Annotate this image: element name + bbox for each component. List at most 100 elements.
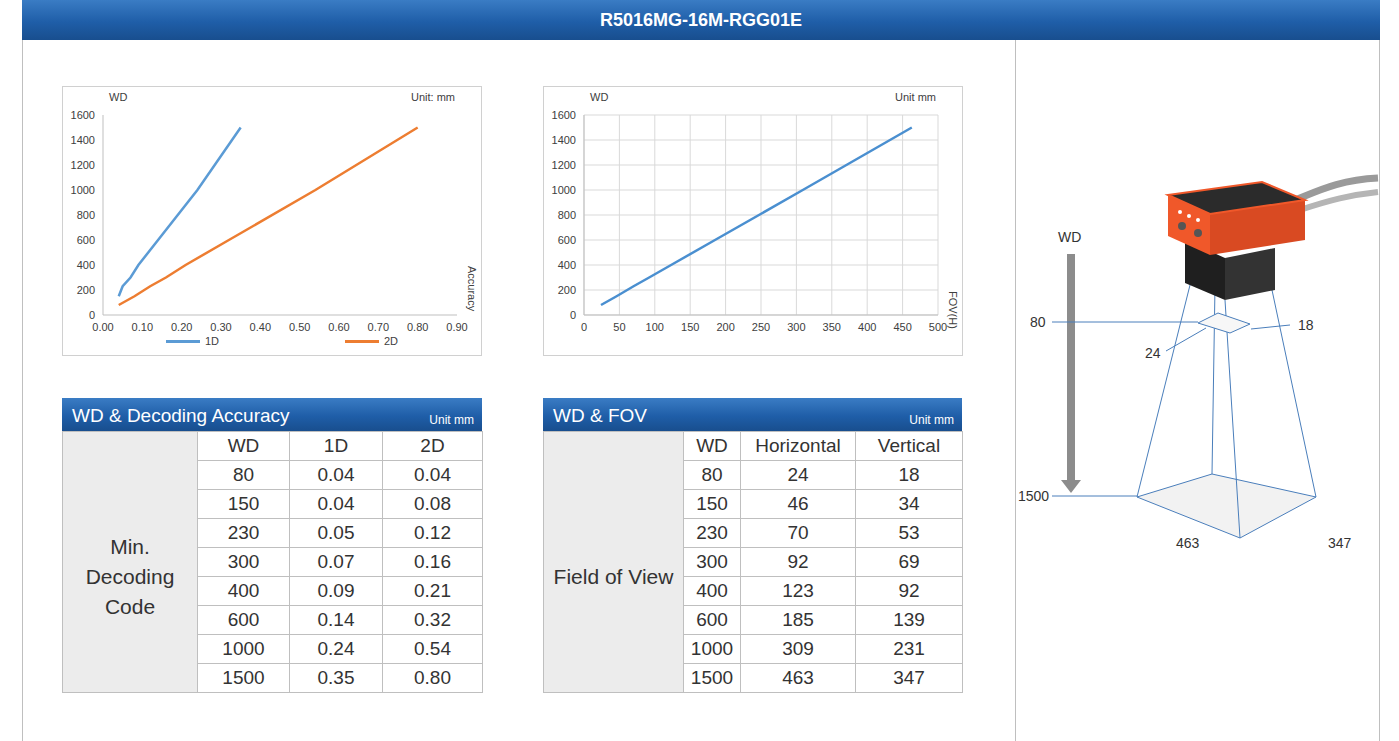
html-text:0.24: 0.24 [317, 638, 355, 659]
svg-text:400: 400 [558, 259, 576, 271]
svg-text:450: 450 [893, 321, 911, 333]
html-text:0.54: 0.54 [414, 638, 451, 659]
svg-text:WD: WD [1058, 229, 1081, 245]
svg-text:1500: 1500 [1018, 488, 1049, 504]
svg-text:1400: 1400 [552, 134, 576, 146]
svg-text:0.70: 0.70 [368, 321, 389, 333]
svg-text:0.30: 0.30 [210, 321, 231, 333]
svg-text:0.00: 0.00 [92, 321, 113, 333]
html-text:0.04: 0.04 [414, 464, 451, 485]
html-text:Horizontal: Horizontal [755, 435, 841, 456]
html-text:WD: WD [696, 435, 728, 456]
html-text:92: 92 [787, 551, 809, 572]
svg-text:347: 347 [1328, 535, 1352, 551]
svg-text:0: 0 [89, 309, 95, 321]
svg-text:1200: 1200 [552, 159, 576, 171]
html-text:1500: 1500 [222, 667, 265, 688]
svg-text:500: 500 [929, 321, 947, 333]
html-text:300: 300 [227, 551, 260, 572]
svg-text:800: 800 [558, 209, 576, 221]
svg-text:600: 600 [77, 234, 95, 246]
html-text:53: 53 [898, 522, 920, 543]
html-text:24: 24 [787, 464, 809, 485]
html-text:0.80: 0.80 [414, 667, 451, 688]
html-text:1000: 1000 [222, 638, 265, 659]
html-text:0.07: 0.07 [317, 551, 355, 572]
svg-text:100: 100 [646, 321, 664, 333]
html-text:69: 69 [898, 551, 920, 572]
svg-text:1000: 1000 [552, 184, 576, 196]
svg-text:1200: 1200 [71, 159, 95, 171]
svg-text:400: 400 [77, 259, 95, 271]
html-text:70: 70 [787, 522, 809, 543]
html-text:18: 18 [898, 464, 920, 485]
html-text:80: 80 [701, 464, 723, 485]
svg-text:80: 80 [1030, 314, 1046, 330]
html-text:400: 400 [696, 580, 728, 601]
html-text:92: 92 [898, 580, 920, 601]
svg-text:250: 250 [752, 321, 770, 333]
html-text:400: 400 [227, 580, 260, 601]
svg-text:0.10: 0.10 [132, 321, 153, 333]
html-text:0.14: 0.14 [317, 609, 355, 630]
html-text:0.32: 0.32 [414, 609, 451, 630]
svg-text:200: 200 [716, 321, 734, 333]
svg-text:0.60: 0.60 [328, 321, 349, 333]
html-text:0.21: 0.21 [414, 580, 451, 601]
html-text:Min. Decoding Code: Min. Decoding Code [85, 535, 175, 618]
html-text:46: 46 [787, 493, 809, 514]
svg-text:0.40: 0.40 [250, 321, 271, 333]
html-text:150: 150 [696, 493, 728, 514]
svg-text:0.50: 0.50 [289, 321, 310, 333]
svg-text:0.20: 0.20 [171, 321, 192, 333]
svg-text:800: 800 [77, 209, 95, 221]
html-text:2D: 2D [420, 435, 445, 456]
html-text:80: 80 [232, 464, 255, 485]
html-text:0.12: 0.12 [414, 522, 451, 543]
svg-text:50: 50 [613, 321, 625, 333]
html-text:1D: 1D [323, 435, 349, 456]
svg-text:600: 600 [558, 234, 576, 246]
svg-text:150: 150 [681, 321, 699, 333]
html-text:WD & FOV: WD & FOV [553, 405, 647, 426]
svg-text:200: 200 [77, 284, 95, 296]
html-text:0.16: 0.16 [414, 551, 451, 572]
html-text:0.04: 0.04 [317, 464, 355, 485]
svg-text:1400: 1400 [71, 134, 95, 146]
svg-text:0: 0 [581, 321, 587, 333]
html-text:139: 139 [893, 609, 925, 630]
html-text:300: 300 [696, 551, 728, 572]
html-text:0.09: 0.09 [317, 580, 355, 601]
svg-text:200: 200 [558, 284, 576, 296]
svg-text:0: 0 [570, 309, 576, 321]
html-text:230: 230 [696, 522, 728, 543]
html-text:230: 230 [227, 522, 260, 543]
svg-text:1600: 1600 [552, 109, 576, 121]
html-text:Field of View: Field of View [553, 565, 674, 588]
svg-text:18: 18 [1298, 317, 1314, 333]
html-text:123: 123 [782, 580, 814, 601]
svg-text:463: 463 [1176, 535, 1200, 551]
html-text:185: 185 [782, 609, 814, 630]
svg-text:0.90: 0.90 [446, 321, 467, 333]
html-text:WD: WD [227, 435, 260, 456]
html-text:0.04: 0.04 [317, 493, 355, 514]
html-text:600: 600 [227, 609, 260, 630]
svg-text:300: 300 [787, 321, 805, 333]
svg-text:1600: 1600 [71, 109, 95, 121]
html-text:0.35: 0.35 [317, 667, 355, 688]
html-text:1000: 1000 [690, 638, 734, 659]
html-text:150: 150 [227, 493, 260, 514]
svg-text:0.80: 0.80 [407, 321, 428, 333]
html-text:600: 600 [696, 609, 728, 630]
html-text:WD & Decoding Accuracy: WD & Decoding Accuracy [72, 405, 290, 426]
html-text:Vertical: Vertical [877, 435, 941, 456]
html-text:0.05: 0.05 [317, 522, 355, 543]
html-text:0.08: 0.08 [414, 493, 451, 514]
svg-text:1000: 1000 [71, 184, 95, 196]
html-text:34: 34 [898, 493, 920, 514]
svg-text:24: 24 [1145, 345, 1161, 361]
svg-text:400: 400 [858, 321, 876, 333]
html-text:R5016MG-16M-RGG01E: R5016MG-16M-RGG01E [600, 9, 802, 30]
svg-text:350: 350 [823, 321, 841, 333]
